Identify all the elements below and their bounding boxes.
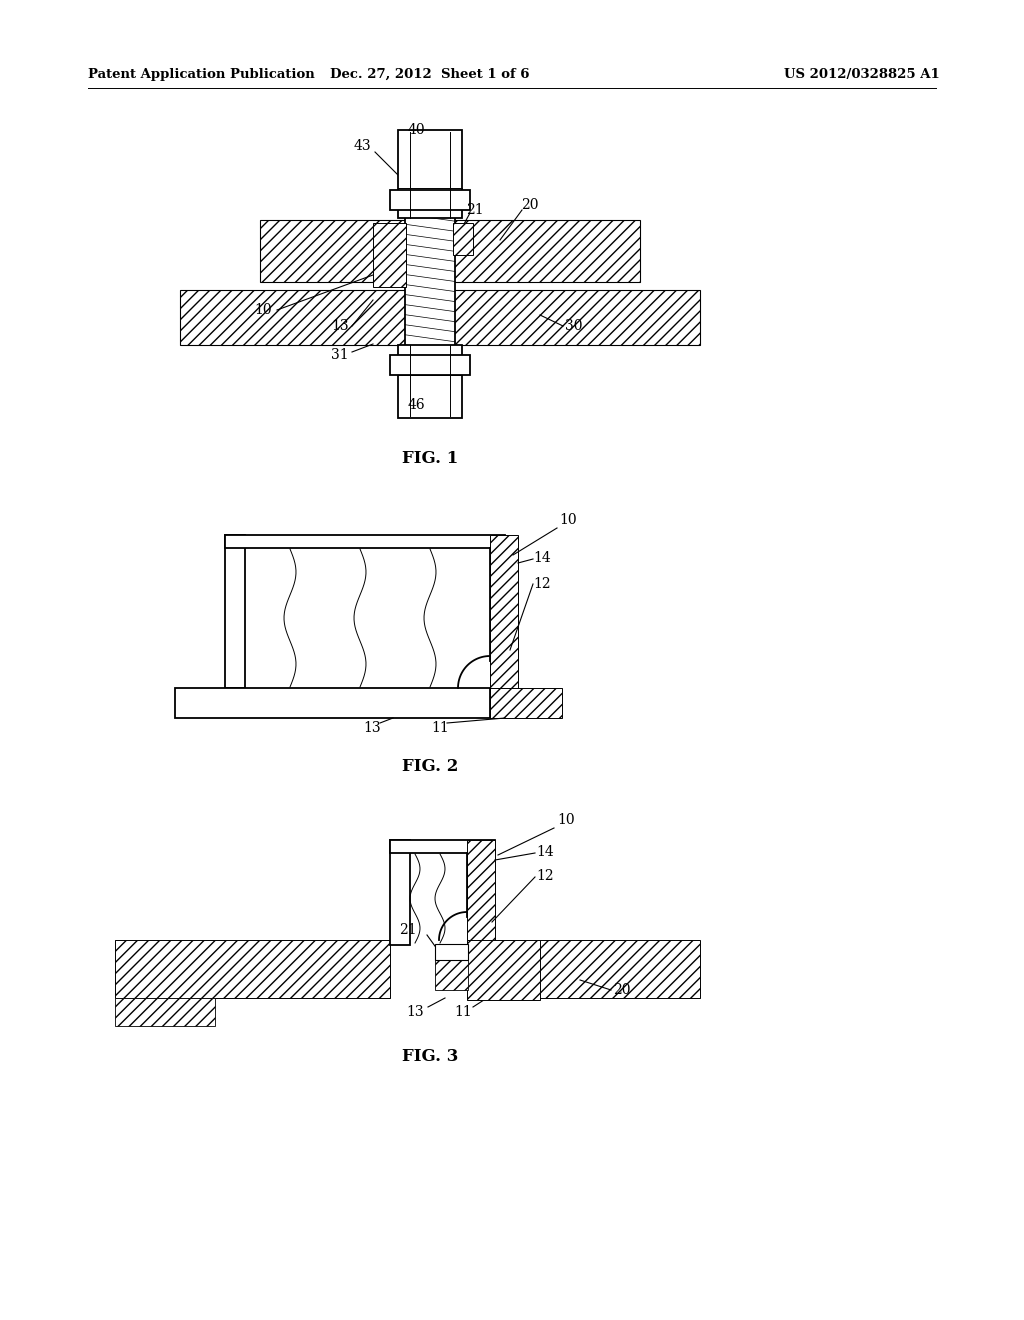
Text: 43: 43 <box>353 139 371 153</box>
Text: 20: 20 <box>521 198 539 213</box>
Text: 21: 21 <box>466 203 483 216</box>
Text: 30: 30 <box>565 319 583 333</box>
Text: 46: 46 <box>408 399 425 412</box>
Text: 14: 14 <box>537 845 554 859</box>
Bar <box>225 535 505 548</box>
Text: 11: 11 <box>431 721 449 735</box>
Text: 10: 10 <box>557 813 574 828</box>
Bar <box>390 840 495 853</box>
Bar <box>435 960 468 990</box>
Bar <box>398 345 462 418</box>
Text: 12: 12 <box>537 869 554 883</box>
Bar <box>467 940 700 998</box>
Bar <box>398 129 462 218</box>
Text: 13: 13 <box>407 1005 424 1019</box>
Bar <box>453 223 473 255</box>
Text: FIG. 3: FIG. 3 <box>401 1048 458 1065</box>
Bar <box>175 688 490 718</box>
Text: 20: 20 <box>613 983 631 997</box>
Text: 11: 11 <box>454 1005 472 1019</box>
Bar <box>467 840 495 948</box>
Text: Dec. 27, 2012  Sheet 1 of 6: Dec. 27, 2012 Sheet 1 of 6 <box>331 69 529 81</box>
Text: 13: 13 <box>331 319 349 333</box>
Bar <box>435 944 468 960</box>
Text: 10: 10 <box>254 304 271 317</box>
Text: FIG. 1: FIG. 1 <box>401 450 458 467</box>
Text: 13: 13 <box>364 721 381 735</box>
Text: 14: 14 <box>534 550 551 565</box>
Bar <box>115 940 390 998</box>
Text: 10: 10 <box>559 513 577 527</box>
Bar <box>373 223 406 286</box>
Bar <box>406 170 455 389</box>
Text: 40: 40 <box>408 123 425 137</box>
Bar <box>490 688 562 718</box>
Text: FIG. 2: FIG. 2 <box>401 758 458 775</box>
Text: US 2012/0328825 A1: US 2012/0328825 A1 <box>784 69 940 81</box>
Text: 31: 31 <box>331 348 349 362</box>
Bar <box>390 355 470 375</box>
Bar <box>180 290 700 345</box>
Bar <box>225 535 245 688</box>
Text: 12: 12 <box>534 577 551 591</box>
Bar <box>390 190 470 210</box>
Bar <box>260 220 640 282</box>
Bar <box>467 940 540 1001</box>
Text: Patent Application Publication: Patent Application Publication <box>88 69 314 81</box>
Text: 21: 21 <box>399 923 417 937</box>
Bar <box>490 535 518 688</box>
Bar <box>115 998 215 1026</box>
Bar <box>390 840 410 945</box>
